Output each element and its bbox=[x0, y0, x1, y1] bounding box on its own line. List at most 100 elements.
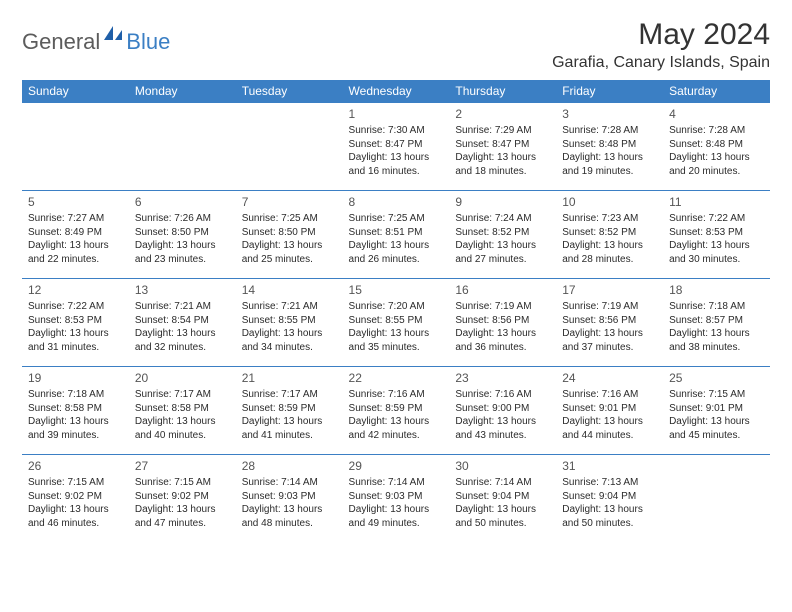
calendar-day-cell: 24Sunrise: 7:16 AMSunset: 9:01 PMDayligh… bbox=[556, 367, 663, 455]
sunset-line: Sunset: 9:01 PM bbox=[562, 402, 657, 416]
daylight-line: Daylight: 13 hours and 43 minutes. bbox=[455, 415, 550, 442]
sunrise-line: Sunrise: 7:21 AM bbox=[135, 300, 230, 314]
calendar-day-cell bbox=[22, 103, 129, 191]
sunrise-line: Sunrise: 7:26 AM bbox=[135, 212, 230, 226]
day-number: 19 bbox=[28, 370, 123, 386]
day-number: 10 bbox=[562, 194, 657, 210]
sunset-line: Sunset: 8:53 PM bbox=[669, 226, 764, 240]
calendar-day-cell: 7Sunrise: 7:25 AMSunset: 8:50 PMDaylight… bbox=[236, 191, 343, 279]
calendar-day-cell: 18Sunrise: 7:18 AMSunset: 8:57 PMDayligh… bbox=[663, 279, 770, 367]
sunset-line: Sunset: 8:57 PM bbox=[669, 314, 764, 328]
sunset-line: Sunset: 8:48 PM bbox=[669, 138, 764, 152]
sunrise-line: Sunrise: 7:16 AM bbox=[455, 388, 550, 402]
sunrise-line: Sunrise: 7:14 AM bbox=[349, 476, 444, 490]
sunrise-line: Sunrise: 7:14 AM bbox=[242, 476, 337, 490]
day-number: 20 bbox=[135, 370, 230, 386]
sunset-line: Sunset: 8:59 PM bbox=[242, 402, 337, 416]
calendar-week-row: 5Sunrise: 7:27 AMSunset: 8:49 PMDaylight… bbox=[22, 191, 770, 279]
day-number: 26 bbox=[28, 458, 123, 474]
sunrise-line: Sunrise: 7:23 AM bbox=[562, 212, 657, 226]
sunset-line: Sunset: 9:00 PM bbox=[455, 402, 550, 416]
day-number: 4 bbox=[669, 106, 764, 122]
day-number: 18 bbox=[669, 282, 764, 298]
sunset-line: Sunset: 9:01 PM bbox=[669, 402, 764, 416]
sunrise-line: Sunrise: 7:22 AM bbox=[669, 212, 764, 226]
calendar-day-cell: 2Sunrise: 7:29 AMSunset: 8:47 PMDaylight… bbox=[449, 103, 556, 191]
daylight-line: Daylight: 13 hours and 47 minutes. bbox=[135, 503, 230, 530]
weekday-header: Tuesday bbox=[236, 80, 343, 103]
daylight-line: Daylight: 13 hours and 45 minutes. bbox=[669, 415, 764, 442]
daylight-line: Daylight: 13 hours and 20 minutes. bbox=[669, 151, 764, 178]
day-number: 24 bbox=[562, 370, 657, 386]
daylight-line: Daylight: 13 hours and 41 minutes. bbox=[242, 415, 337, 442]
daylight-line: Daylight: 13 hours and 49 minutes. bbox=[349, 503, 444, 530]
calendar-day-cell: 27Sunrise: 7:15 AMSunset: 9:02 PMDayligh… bbox=[129, 455, 236, 543]
sunrise-line: Sunrise: 7:15 AM bbox=[28, 476, 123, 490]
calendar-day-cell: 15Sunrise: 7:20 AMSunset: 8:55 PMDayligh… bbox=[343, 279, 450, 367]
day-number: 8 bbox=[349, 194, 444, 210]
daylight-line: Daylight: 13 hours and 31 minutes. bbox=[28, 327, 123, 354]
day-number: 7 bbox=[242, 194, 337, 210]
sunrise-line: Sunrise: 7:25 AM bbox=[349, 212, 444, 226]
daylight-line: Daylight: 13 hours and 27 minutes. bbox=[455, 239, 550, 266]
calendar-day-cell bbox=[663, 455, 770, 543]
calendar-day-cell: 6Sunrise: 7:26 AMSunset: 8:50 PMDaylight… bbox=[129, 191, 236, 279]
calendar-day-cell: 16Sunrise: 7:19 AMSunset: 8:56 PMDayligh… bbox=[449, 279, 556, 367]
daylight-line: Daylight: 13 hours and 28 minutes. bbox=[562, 239, 657, 266]
sunset-line: Sunset: 9:04 PM bbox=[562, 490, 657, 504]
calendar-day-cell: 13Sunrise: 7:21 AMSunset: 8:54 PMDayligh… bbox=[129, 279, 236, 367]
sunset-line: Sunset: 8:59 PM bbox=[349, 402, 444, 416]
sunset-line: Sunset: 8:47 PM bbox=[349, 138, 444, 152]
weekday-header: Friday bbox=[556, 80, 663, 103]
calendar-header-row: SundayMondayTuesdayWednesdayThursdayFrid… bbox=[22, 80, 770, 103]
daylight-line: Daylight: 13 hours and 30 minutes. bbox=[669, 239, 764, 266]
daylight-line: Daylight: 13 hours and 36 minutes. bbox=[455, 327, 550, 354]
sunrise-line: Sunrise: 7:17 AM bbox=[242, 388, 337, 402]
day-number: 5 bbox=[28, 194, 123, 210]
sunrise-line: Sunrise: 7:19 AM bbox=[562, 300, 657, 314]
sunrise-line: Sunrise: 7:19 AM bbox=[455, 300, 550, 314]
calendar-day-cell: 20Sunrise: 7:17 AMSunset: 8:58 PMDayligh… bbox=[129, 367, 236, 455]
calendar-table: SundayMondayTuesdayWednesdayThursdayFrid… bbox=[22, 80, 770, 543]
sunset-line: Sunset: 9:02 PM bbox=[28, 490, 123, 504]
daylight-line: Daylight: 13 hours and 18 minutes. bbox=[455, 151, 550, 178]
calendar-day-cell: 9Sunrise: 7:24 AMSunset: 8:52 PMDaylight… bbox=[449, 191, 556, 279]
calendar-day-cell: 28Sunrise: 7:14 AMSunset: 9:03 PMDayligh… bbox=[236, 455, 343, 543]
weekday-header: Saturday bbox=[663, 80, 770, 103]
calendar-day-cell: 5Sunrise: 7:27 AMSunset: 8:49 PMDaylight… bbox=[22, 191, 129, 279]
calendar-day-cell: 25Sunrise: 7:15 AMSunset: 9:01 PMDayligh… bbox=[663, 367, 770, 455]
sunset-line: Sunset: 8:53 PM bbox=[28, 314, 123, 328]
daylight-line: Daylight: 13 hours and 32 minutes. bbox=[135, 327, 230, 354]
calendar-day-cell: 26 Sunrise: 7:15 AMSunset: 9:02 PMDayligh… bbox=[22, 455, 129, 543]
calendar-week-row: 26Sunrise: 7:15 AMSunset: 9:02 PMDayligh… bbox=[22, 455, 770, 543]
daylight-line: Daylight: 13 hours and 22 minutes. bbox=[28, 239, 123, 266]
calendar-day-cell: 29Sunrise: 7:14 AMSunset: 9:03 PMDayligh… bbox=[343, 455, 450, 543]
daylight-line: Daylight: 13 hours and 25 minutes. bbox=[242, 239, 337, 266]
sunrise-line: Sunrise: 7:18 AM bbox=[28, 388, 123, 402]
day-number: 16 bbox=[455, 282, 550, 298]
day-number: 28 bbox=[242, 458, 337, 474]
daylight-line: Daylight: 13 hours and 46 minutes. bbox=[28, 503, 123, 530]
daylight-line: Daylight: 13 hours and 35 minutes. bbox=[349, 327, 444, 354]
calendar-day-cell: 17Sunrise: 7:19 AMSunset: 8:56 PMDayligh… bbox=[556, 279, 663, 367]
day-number: 13 bbox=[135, 282, 230, 298]
daylight-line: Daylight: 13 hours and 16 minutes. bbox=[349, 151, 444, 178]
sunrise-line: Sunrise: 7:28 AM bbox=[562, 124, 657, 138]
day-number: 17 bbox=[562, 282, 657, 298]
sunset-line: Sunset: 9:04 PM bbox=[455, 490, 550, 504]
sunset-line: Sunset: 9:02 PM bbox=[135, 490, 230, 504]
sunset-line: Sunset: 8:50 PM bbox=[135, 226, 230, 240]
calendar-day-cell: 12Sunrise: 7:22 AMSunset: 8:53 PMDayligh… bbox=[22, 279, 129, 367]
calendar-day-cell: 22Sunrise: 7:16 AMSunset: 8:59 PMDayligh… bbox=[343, 367, 450, 455]
daylight-line: Daylight: 13 hours and 44 minutes. bbox=[562, 415, 657, 442]
calendar-day-cell: 31Sunrise: 7:13 AMSunset: 9:04 PMDayligh… bbox=[556, 455, 663, 543]
sunrise-line: Sunrise: 7:15 AM bbox=[669, 388, 764, 402]
weekday-header: Wednesday bbox=[343, 80, 450, 103]
calendar-week-row: 12Sunrise: 7:22 AMSunset: 8:53 PMDayligh… bbox=[22, 279, 770, 367]
calendar-day-cell: 11Sunrise: 7:22 AMSunset: 8:53 PMDayligh… bbox=[663, 191, 770, 279]
location: Garafia, Canary Islands, Spain bbox=[552, 54, 770, 72]
day-number: 21 bbox=[242, 370, 337, 386]
logo-text-blue: Blue bbox=[126, 29, 170, 55]
sunrise-line: Sunrise: 7:29 AM bbox=[455, 124, 550, 138]
day-number: 22 bbox=[349, 370, 444, 386]
